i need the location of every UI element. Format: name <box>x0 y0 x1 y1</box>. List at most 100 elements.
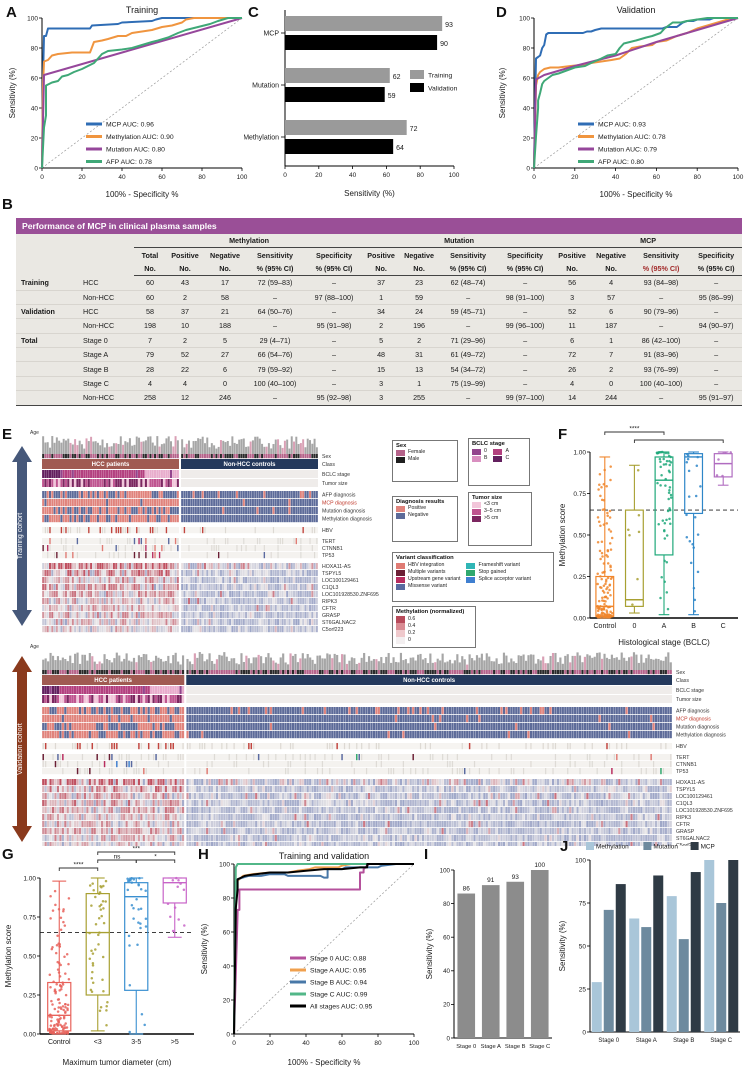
data-point <box>97 943 100 946</box>
data-point <box>173 906 177 909</box>
x-axis-label: Maximum tumor diameter (cm) <box>63 1058 172 1067</box>
bar-training <box>285 16 443 31</box>
legend-title: Diagnosis results <box>396 499 445 505</box>
table-row: Stage C 4 4 0 100 (40–100) –3 1 75 (19–99) –4 0 10… <box>16 376 743 392</box>
data-point <box>50 947 54 951</box>
data-point <box>175 876 178 880</box>
age-label-training: Age <box>30 430 39 436</box>
table-cell: 244 <box>590 390 633 406</box>
y-tick-label: 0.50 <box>23 953 36 960</box>
x-tick-label: 60 <box>653 174 661 181</box>
legend-item-label: 3–5 cm <box>484 508 502 515</box>
x-tick-label: 100 <box>733 174 744 181</box>
column-header: Sensitivity <box>643 250 680 260</box>
table-cell: – <box>496 333 555 349</box>
data-point <box>667 469 671 473</box>
x-tick-label: 100 <box>237 174 248 181</box>
x-tick-label: 20 <box>571 174 579 181</box>
data-point <box>656 452 659 455</box>
data-point <box>53 1023 56 1027</box>
table-cell: – <box>690 275 743 291</box>
box <box>684 453 704 515</box>
table-cell: – <box>690 376 743 392</box>
data-point <box>60 985 63 989</box>
table-cell: 24 <box>398 304 441 320</box>
data-point <box>600 551 604 555</box>
panel-c-label: C <box>248 4 259 21</box>
y-tick-label: 80 <box>443 901 450 908</box>
table-cell: 17 <box>204 275 246 291</box>
data-point <box>608 615 611 618</box>
table-cell: 99 (96–100) <box>496 318 555 334</box>
data-point <box>694 494 698 498</box>
x-axis-label: 100% - Specificity % <box>106 190 179 199</box>
box <box>85 892 110 996</box>
legend-swatch <box>396 513 405 519</box>
data-point <box>64 1006 67 1009</box>
data-point <box>596 614 599 618</box>
data-point <box>139 922 142 925</box>
data-point <box>596 516 600 519</box>
data-point <box>64 1022 67 1025</box>
table-cell: 3 <box>554 290 591 305</box>
data-point <box>102 989 105 993</box>
bar <box>481 885 500 1038</box>
data-point <box>48 973 52 976</box>
y-tick-label: 100 <box>519 15 530 22</box>
data-point <box>99 1006 103 1009</box>
legend-item-label: A <box>505 448 509 455</box>
data-point <box>657 523 660 526</box>
data-point <box>98 931 101 934</box>
data-point <box>62 1026 66 1030</box>
y-tick-label: 0.50 <box>573 532 586 539</box>
category-label: MCP <box>263 31 279 38</box>
data-point <box>99 903 103 906</box>
table-cell: 99 (97–100) <box>496 390 555 406</box>
legend-swatch <box>493 449 503 455</box>
column-header: Negative <box>404 250 435 260</box>
table-cell: 2 <box>590 361 633 377</box>
data-point <box>609 569 613 572</box>
data-point <box>602 499 606 502</box>
legend-item-label: Splice acceptor variant <box>478 576 531 583</box>
data-point <box>636 577 639 581</box>
data-point <box>663 522 667 525</box>
data-point <box>88 931 91 935</box>
data-point <box>598 607 601 610</box>
data-point <box>137 883 140 886</box>
data-point <box>668 517 671 521</box>
x-tick-label: 40 <box>302 1040 310 1047</box>
y-tick-label: 0 <box>447 1035 451 1042</box>
data-point <box>598 472 602 476</box>
data-point <box>135 897 138 901</box>
data-point <box>668 486 672 489</box>
bar-value-label: 93 <box>512 874 520 881</box>
data-point <box>105 1009 108 1012</box>
data-point <box>600 485 603 489</box>
data-point <box>66 1030 70 1034</box>
data-point <box>59 963 62 967</box>
data-point <box>97 917 101 920</box>
data-point <box>668 508 672 512</box>
legend-swatch <box>410 70 424 79</box>
table-cell: 5 <box>364 333 399 349</box>
category-label: 3-5 <box>131 1039 141 1046</box>
legend-title: Tumor size <box>472 495 503 501</box>
data-point <box>90 977 94 980</box>
category-label: <3 <box>94 1039 102 1046</box>
y-tick-label: 0 <box>34 165 38 172</box>
bar-methylation <box>704 860 715 1032</box>
y-tick-label: 80 <box>31 45 39 52</box>
data-point <box>627 528 630 531</box>
data-point <box>179 882 182 885</box>
legend-item: 0 <box>472 448 487 455</box>
data-point <box>58 945 62 948</box>
data-point <box>628 533 631 537</box>
data-point <box>600 540 604 543</box>
legend-item: C <box>493 455 509 462</box>
data-point <box>659 460 662 464</box>
legend-swatch <box>466 563 476 569</box>
data-point <box>139 887 143 891</box>
table-cell: 79 (59–92) <box>246 361 304 377</box>
data-point <box>49 986 52 989</box>
